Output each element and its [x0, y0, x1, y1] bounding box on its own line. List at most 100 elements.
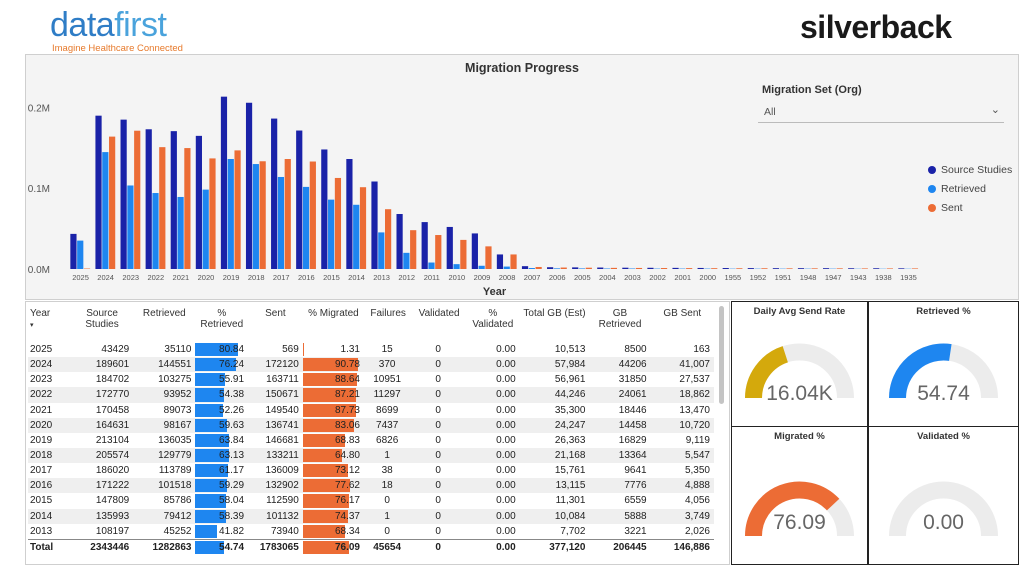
cell-failures: 1	[364, 508, 413, 524]
cell-pct-retrieved: 54.74	[195, 538, 249, 555]
column-header-pct-validated[interactable]: % Validated	[472, 308, 514, 330]
cell-total-gb: 15,761	[554, 465, 586, 477]
pct-retrieved-bar	[195, 433, 230, 447]
chart-bar	[761, 268, 768, 269]
pct-retrieved-bar	[195, 358, 236, 372]
cell-value: 87.21	[334, 389, 360, 401]
pct-migrated-bar	[302, 540, 350, 554]
chart-bar	[371, 181, 378, 269]
table-row[interactable]: 2018 205574 129779 63.13 133211 64.80 1 0 0.00 21…	[28, 447, 714, 464]
legend-item[interactable]: Sent	[928, 198, 1012, 217]
chart-bar	[410, 230, 417, 269]
table-scrollbar[interactable]	[719, 306, 724, 404]
column-header-total-gb[interactable]: Total GB (Est)	[523, 308, 586, 319]
cell-gb-retrieved: 24061	[589, 387, 651, 403]
x-tick-label: 2015	[323, 273, 340, 282]
gauge-fill	[745, 481, 840, 537]
cell-pct-validated: 0.00	[465, 357, 520, 373]
sort-desc-icon[interactable]: ▾	[30, 322, 34, 329]
cell-year: 2017	[30, 465, 53, 477]
cell-validated: 0	[412, 357, 466, 373]
table-row[interactable]: 2020 164631 98167 59.63 136741 83.06 7437 0 0.00…	[28, 417, 714, 433]
column-header-year[interactable]: Year ▾	[30, 308, 51, 329]
cell-year: 2025	[30, 344, 53, 356]
cell-sent: 73940	[271, 525, 299, 537]
cell-gb-retrieved: 16829	[618, 434, 647, 446]
table-row[interactable]: 2021 170458 89073 52.26 149540 87.73 8699 0 0.00…	[28, 403, 714, 418]
cell-pct-migrated: 83.06	[302, 417, 364, 433]
table-row[interactable]: 2024 189601 144551 76.24 172120 90.78 370 0 0.00…	[28, 357, 714, 373]
table-row[interactable]: 2015 147809 85786 58.04 112590 76.17 0 0 0.00 11,…	[28, 493, 714, 508]
chart-bar	[772, 268, 780, 269]
x-tick-label: 1948	[800, 273, 817, 282]
column-header-failures[interactable]: Failures	[370, 308, 406, 319]
cell-validated: 0	[435, 374, 441, 386]
column-header-gb-retrieved[interactable]: GB Retrieved	[598, 308, 642, 330]
chart-bar	[277, 176, 285, 269]
cell-validated: 0	[412, 478, 466, 494]
cell-pct-migrated: 74.37	[302, 508, 364, 524]
table-row[interactable]: 2019 213104 136035 63.84 146681 68.83 6826 0 0.0…	[28, 433, 714, 448]
pct-retrieved-bar	[195, 524, 218, 538]
column-header-validated[interactable]: Validated	[418, 308, 460, 319]
chart-bar	[635, 267, 643, 269]
x-tick-label: 2022	[147, 273, 164, 282]
table-row[interactable]: 2025 43429 35110 80.84 569 1.31 15 0 0.00 10,513 8…	[28, 342, 714, 357]
column-header-source-studies[interactable]: Source Studies	[85, 308, 119, 330]
chart-bar	[722, 268, 729, 269]
chart-bar	[259, 161, 266, 269]
chart-bar	[396, 214, 403, 269]
cell-retrieved: 98167	[133, 417, 196, 433]
cell-sent: 163711	[266, 374, 299, 386]
legend-item[interactable]: Source Studies	[928, 160, 1012, 179]
cell-gb-sent: 13,470	[679, 404, 710, 416]
migration-set-value: All	[764, 106, 776, 118]
column-header-retrieved[interactable]: Retrieved	[142, 308, 186, 319]
chevron-down-icon[interactable]: ⌄	[990, 104, 1000, 116]
cell-value: 76.17	[334, 495, 360, 507]
migration-table: Year ▾ Source Studies Retrieved % Retriev…	[25, 301, 730, 565]
cell-gb-sent: 18,862	[650, 387, 714, 403]
table-row[interactable]: 2013 108197 45252 41.82 73940 68.34 0 0 0.00 7,70…	[28, 524, 714, 540]
chart-bar	[553, 268, 561, 269]
table-row[interactable]: 2016 171222 101518 59.29 132902 77.62 18 0 0.00 1…	[28, 478, 714, 494]
cell-validated: 0	[435, 525, 441, 537]
column-header-gb-sent[interactable]: GB Sent	[663, 308, 702, 319]
cell-pct-validated: 0.00	[465, 508, 520, 524]
card-title: Migrated %	[774, 431, 825, 442]
cell-validated: 0	[435, 344, 441, 356]
pct-retrieved-bar	[195, 448, 229, 463]
gauge-track	[889, 481, 998, 537]
x-tick-label: 2014	[348, 273, 365, 282]
column-header-pct-migrated[interactable]: % Migrated	[308, 308, 359, 319]
x-tick-label: 2018	[248, 273, 265, 282]
cell-retrieved: 103275	[158, 374, 192, 386]
chart-bar	[911, 268, 919, 269]
column-header-sent[interactable]: Sent	[265, 308, 286, 319]
cell-gb-retrieved: 13364	[589, 447, 651, 464]
table-row[interactable]: 2017 186020 113789 61.17 136009 73.12 38 0 0.00 1…	[28, 463, 714, 478]
table-row[interactable]: 2023 184702 103275 55.91 163711 88.64 10951 0 0.…	[28, 372, 714, 387]
chart-bar	[686, 268, 693, 269]
cell-validated: 0	[435, 434, 441, 446]
chart-bar	[334, 177, 342, 269]
cell-year: 2013	[30, 525, 53, 537]
chart-bar	[822, 268, 830, 269]
cell-pct-validated: 0.00	[496, 495, 516, 507]
table-row[interactable]: 2022 172770 93952 54.38 150671 87.21 11297 0 0.0…	[28, 387, 714, 403]
cell-sent: 133211	[248, 447, 303, 464]
migration-set-dropdown[interactable]: All ⌄	[758, 102, 1004, 123]
cell-retrieved: 113789	[158, 465, 192, 477]
cell-sent: 101132	[248, 508, 303, 524]
cell-value: 87.73	[334, 404, 360, 416]
column-header-pct-retrieved[interactable]: % Retrieved	[200, 308, 244, 330]
cell-validated: 0	[435, 495, 441, 507]
table-total-row[interactable]: Total 2343446 1282863 54.74 1783065 76.09 4565…	[28, 538, 714, 555]
cell-source-studies: 205574	[70, 447, 134, 464]
cell-value: 54.74	[219, 541, 245, 553]
cell-pct-retrieved: 80.84	[195, 342, 248, 357]
chart-bar	[109, 136, 116, 269]
legend-item[interactable]: Retrieved	[928, 179, 1012, 198]
chart-title: Migration Progress	[465, 61, 579, 75]
table-row[interactable]: 2014 135993 79412 58.39 101132 74.37 1 0 0.00 10,…	[28, 508, 714, 524]
